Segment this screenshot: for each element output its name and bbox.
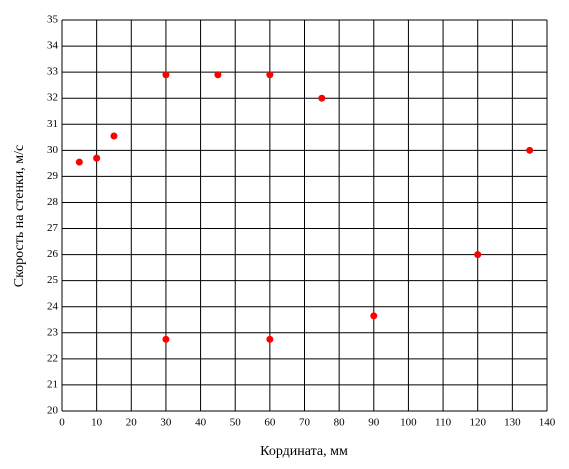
y-tick-label: 20 (47, 405, 59, 417)
y-tick-label: 34 (47, 40, 59, 52)
x-axis-label: Кордината, мм (260, 444, 348, 459)
point (162, 71, 170, 79)
y-tick-label: 24 (47, 300, 59, 312)
x-tick-label: 140 (539, 417, 556, 429)
x-tick-label: 80 (334, 417, 346, 429)
x-tick-label: 50 (230, 417, 242, 429)
x-tick-label: 110 (435, 417, 452, 429)
x-tick-label: 0 (59, 417, 65, 429)
x-tick-label: 100 (400, 417, 417, 429)
y-tick-label: 32 (47, 92, 58, 104)
x-tick-label: 90 (368, 417, 380, 429)
x-tick-label: 10 (91, 417, 103, 429)
x-tick-label: 30 (160, 417, 172, 429)
x-tick-label: 120 (469, 417, 486, 429)
point (214, 71, 222, 79)
x-tick-label: 70 (299, 417, 311, 429)
x-tick-label: 20 (126, 417, 138, 429)
point (370, 312, 378, 320)
y-tick-label: 28 (47, 196, 59, 208)
point (93, 154, 101, 162)
x-tick-label: 130 (504, 417, 521, 429)
y-tick-label: 35 (47, 14, 59, 26)
point (266, 335, 274, 343)
point (162, 335, 170, 343)
point (318, 94, 326, 102)
y-tick-label: 21 (47, 378, 58, 390)
point (75, 158, 83, 166)
x-tick-label: 60 (264, 417, 276, 429)
x-tick-label: 40 (195, 417, 207, 429)
y-tick-label: 26 (47, 248, 59, 260)
y-tick-label: 30 (47, 144, 59, 156)
y-tick-label: 23 (47, 326, 59, 338)
point (474, 251, 482, 259)
y-tick-label: 25 (47, 274, 59, 286)
y-tick-label: 27 (47, 222, 59, 234)
point (266, 71, 274, 79)
y-tick-label: 22 (47, 352, 58, 364)
y-tick-label: 29 (47, 170, 59, 182)
y-axis-label: Скорость на стенки, м/с (12, 145, 27, 288)
y-tick-label: 33 (47, 66, 59, 78)
y-tick-label: 31 (47, 118, 58, 130)
point (526, 146, 534, 154)
point (110, 132, 118, 140)
